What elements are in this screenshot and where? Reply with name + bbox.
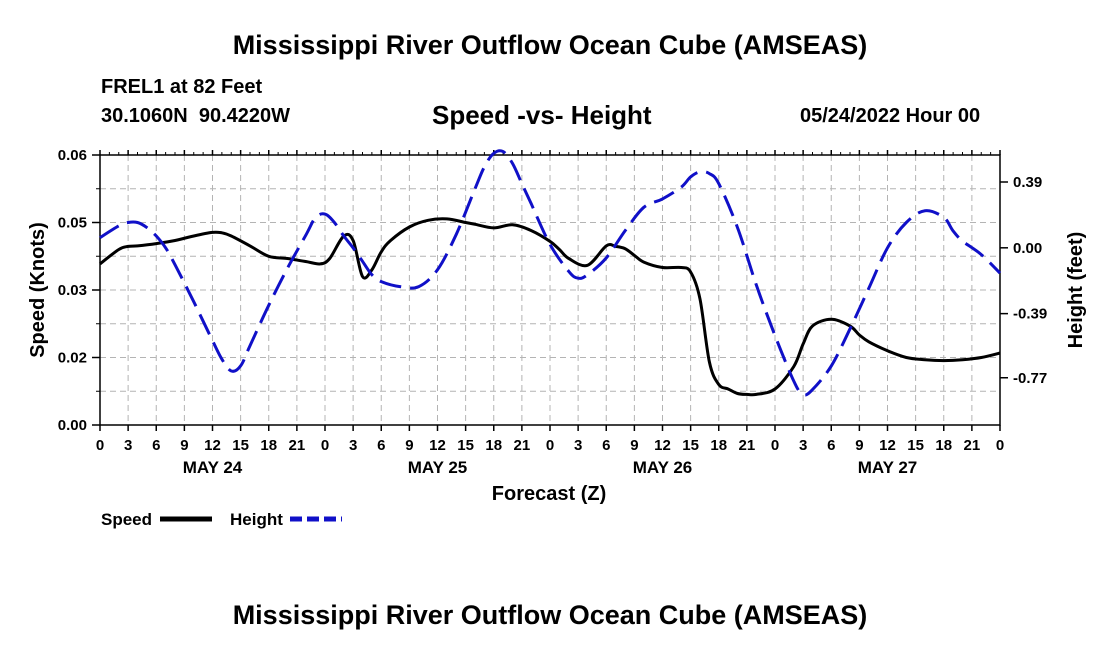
x-tick-label: 9 xyxy=(855,437,863,454)
x-tick-label: 0 xyxy=(771,437,779,454)
station-coordinates: 30.1060N 90.4220W xyxy=(101,105,291,127)
y-axis-label: Speed (Knots) xyxy=(27,222,49,358)
x-day-label: MAY 25 xyxy=(408,458,468,477)
grid-lines xyxy=(100,155,1000,425)
x-tick-label: 3 xyxy=(574,437,582,454)
x-tick-label: 6 xyxy=(377,437,385,454)
x-tick-label: 15 xyxy=(907,437,924,454)
legend: Speed Height xyxy=(101,510,342,529)
y-tick-label: 0.03 xyxy=(58,282,87,299)
issue-datetime: 05/24/2022 Hour 00 xyxy=(800,105,981,127)
x-tick-label: 12 xyxy=(654,437,671,454)
legend-height-label: Height xyxy=(230,510,283,529)
x-tick-label: 0 xyxy=(96,437,104,454)
tick-labels: 0 3 6 9 12 15 18 21 0 3 6 9 12 15 18 21 0 3 6 9 12 15 18 21 0 3 6 9… xyxy=(58,147,1047,477)
station-name: FREL1 at 82 Feet xyxy=(101,76,263,98)
chart-title: Mississippi River Outflow Ocean Cube (AM… xyxy=(232,30,868,60)
y-tick-label: 0.06 xyxy=(58,147,87,164)
y2-tick-label: 0.39 xyxy=(1013,174,1042,191)
plot-frame xyxy=(99,154,1001,426)
x-tick-label: 18 xyxy=(935,437,952,454)
x-tick-label: 12 xyxy=(879,437,896,454)
x-tick-label: 3 xyxy=(349,437,357,454)
x-tick-label: 0 xyxy=(546,437,554,454)
x-tick-label: 12 xyxy=(204,437,221,454)
x-tick-label: 0 xyxy=(996,437,1004,454)
x-tick-label: 6 xyxy=(152,437,160,454)
x-tick-label: 15 xyxy=(457,437,474,454)
x-tick-label: 15 xyxy=(232,437,249,454)
x-tick-label: 9 xyxy=(630,437,638,454)
y2-tick-label: -0.77 xyxy=(1013,370,1047,387)
y-tick-label: 0.00 xyxy=(58,417,87,434)
x-day-label: MAY 26 xyxy=(633,458,693,477)
x-tick-label: 9 xyxy=(180,437,188,454)
x-tick-label: 21 xyxy=(739,437,756,454)
x-tick-label: 3 xyxy=(799,437,807,454)
legend-speed-label: Speed xyxy=(101,510,152,529)
x-tick-label: 18 xyxy=(485,437,502,454)
chart-subtitle: Speed -vs- Height xyxy=(432,100,652,130)
speed-series-line xyxy=(99,217,1001,397)
x-tick-label: 21 xyxy=(964,437,981,454)
x-axis-label: Forecast (Z) xyxy=(492,483,606,505)
x-tick-label: 21 xyxy=(514,437,531,454)
y2-axis-label: Height (feet) xyxy=(1065,232,1087,349)
x-tick-label: 18 xyxy=(710,437,727,454)
x-tick-label: 6 xyxy=(827,437,835,454)
series-lines xyxy=(99,149,1002,397)
y2-tick-label: -0.39 xyxy=(1013,306,1047,323)
x-day-label: MAY 27 xyxy=(858,458,918,477)
x-tick-label: 21 xyxy=(289,437,306,454)
x-tick-label: 6 xyxy=(602,437,610,454)
x-tick-label: 12 xyxy=(429,437,446,454)
y-tick-label: 0.02 xyxy=(58,350,87,367)
x-tick-label: 18 xyxy=(260,437,277,454)
y2-tick-label: 0.00 xyxy=(1013,240,1042,257)
x-tick-label: 0 xyxy=(321,437,329,454)
y-tick-label: 0.05 xyxy=(58,215,87,232)
x-tick-label: 15 xyxy=(682,437,699,454)
x-day-label: MAY 24 xyxy=(183,458,243,477)
x-tick-label: 9 xyxy=(405,437,413,454)
footer-title: Mississippi River Outflow Ocean Cube (AM… xyxy=(232,600,868,630)
height-series-line xyxy=(99,149,1002,397)
x-tick-label: 3 xyxy=(124,437,132,454)
